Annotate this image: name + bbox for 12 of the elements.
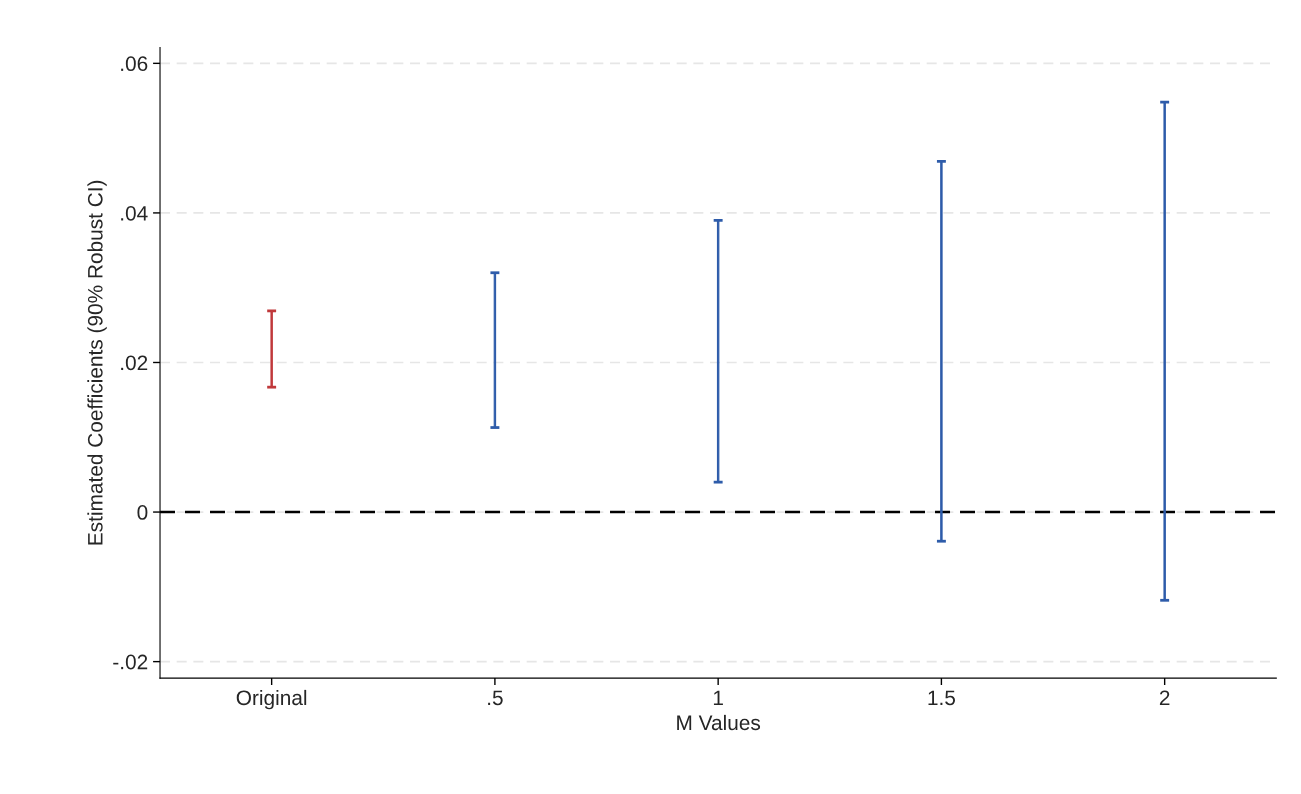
y-tick-label: 0 <box>137 505 148 520</box>
x-tick-label: 1.5 <box>928 690 956 706</box>
y-tick-label: .04 <box>121 205 148 221</box>
x-tick-label: 1 <box>713 690 723 705</box>
y-tick-label: .06 <box>121 56 148 72</box>
x-tick-label: Original <box>236 689 307 710</box>
x-tick-label: 2 <box>1159 690 1170 705</box>
y-axis-title: Estimated Coefficients (90% Robust CI) <box>87 180 107 545</box>
x-tick-label: .5 <box>488 690 503 706</box>
y-tick-label: .02 <box>121 355 148 371</box>
y-tick-label: -.02 <box>113 654 148 670</box>
x-axis-title: M Values <box>677 714 761 731</box>
